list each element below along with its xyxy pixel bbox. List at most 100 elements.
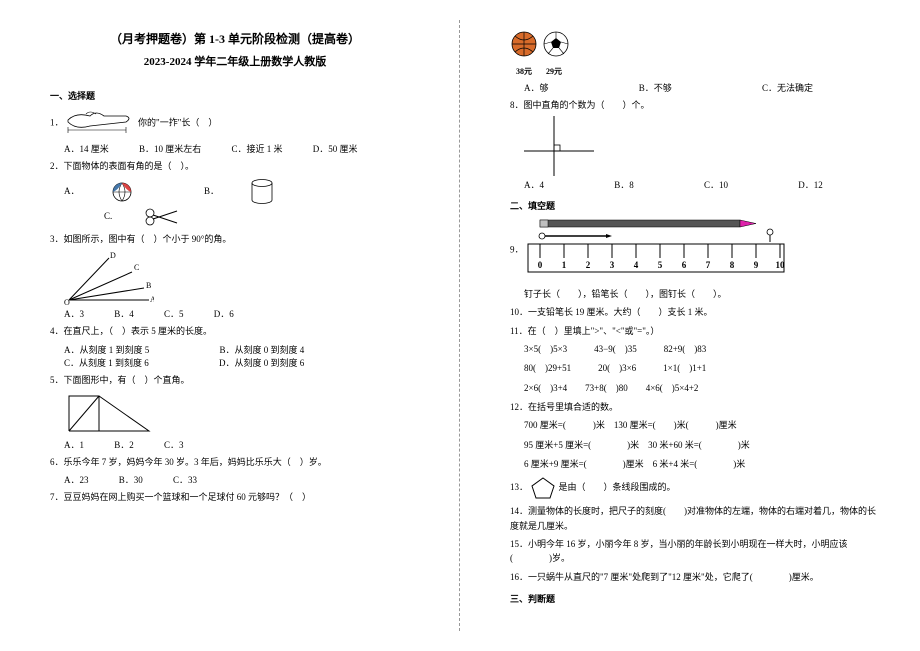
q3-options: A．3 B．4 C．5 D．6 — [64, 307, 420, 320]
q2-B: B． — [204, 178, 275, 206]
q2-options: A． B． C. — [64, 178, 420, 228]
q3-text: 3．如图所示，图中有（ ）个小于 90°的角。 — [50, 232, 420, 246]
q11-l2: 80( )29+51 20( )3×6 1×1( )1+1 — [524, 361, 880, 376]
q6-B: B．30 — [119, 473, 143, 486]
q5-options: A．1 B．2 C．3 — [64, 438, 420, 451]
q3-A: A．3 — [64, 307, 84, 320]
q7-B: B．不够 — [639, 81, 672, 94]
q4-C: C．从刻度 1 到刻度 6 — [64, 356, 149, 369]
q13-text: 是由（ ）条线段围成的。 — [559, 482, 676, 492]
q5-A: A．1 — [64, 438, 84, 451]
q1-A: A．14 厘米 — [64, 142, 109, 155]
q3-D: D．6 — [214, 307, 234, 320]
svg-text:10: 10 — [775, 260, 785, 270]
q2-text: 2．下面物体的表面有角的是（ ）。 — [50, 159, 420, 173]
q6-C: C．33 — [173, 473, 197, 486]
q6-A: A．23 — [64, 473, 89, 486]
q13: 13． 是由（ ）条线段围成的。 — [510, 476, 880, 500]
q1-B: B．10 厘米左右 — [139, 142, 201, 155]
title-line-2: 2023-2024 学年二年级上册数学人教版 — [50, 53, 420, 69]
svg-text:B: B — [146, 281, 151, 290]
page-left: （月考押题卷）第 1-3 单元阶段检测（提高卷） 2023-2024 学年二年级… — [0, 0, 460, 651]
pentagon-icon — [530, 476, 556, 500]
hand-span-icon — [66, 108, 136, 138]
q8-B: B．8 — [614, 178, 634, 191]
q14: 14．测量物体的长度时，把尺子的刻度( )对准物体的左端，物体的右端对着几，物体… — [510, 504, 880, 533]
q8-text: 8．图中直角的个数为（ ）个。 — [510, 98, 880, 112]
q9-num: 9． — [510, 245, 524, 255]
q7-price1: 38元 — [510, 66, 538, 77]
q8-options: A．4 B．8 C．10 D．12 — [524, 178, 880, 191]
cylinder-icon — [249, 178, 275, 206]
q5-B: B．2 — [114, 438, 134, 451]
q4-text: 4．在直尺上，（ ）表示 5 厘米的长度。 — [50, 324, 420, 338]
q5-figure — [64, 391, 420, 438]
svg-text:4: 4 — [634, 260, 639, 270]
q4-options-row1: A．从刻度 1 到刻度 5 B．从刻度 0 到刻度 4 — [64, 343, 420, 356]
q10: 10．一支铅笔长 19 厘米。大约（ ）支长 1 米。 — [510, 305, 880, 319]
svg-text:7: 7 — [706, 260, 711, 270]
q5-text: 5．下面图形中，有（ ）个直角。 — [50, 373, 420, 387]
q8-C: C．10 — [704, 178, 728, 191]
q7-price2: 29元 — [540, 66, 568, 77]
svg-text:9: 9 — [754, 260, 759, 270]
q4-D: D．从刻度 0 到刻度 6 — [219, 356, 304, 369]
q12-l1: 700 厘米=( )米 130 厘米=( )米( )厘米 — [524, 418, 880, 433]
q1: 1． 你的"一拃"长（ ） — [50, 108, 420, 138]
page-right: 38元 29元 A．够 B．不够 C．无法确定 8．图中直角的个数为（ ）个。 … — [460, 0, 920, 651]
ruler-figure: 0 1 2 3 4 5 6 7 8 9 10 — [526, 218, 786, 282]
svg-text:8: 8 — [730, 260, 735, 270]
q5-C: C．3 — [164, 438, 184, 451]
q8-figure — [524, 116, 880, 178]
svg-text:5: 5 — [658, 260, 663, 270]
section-judge: 三、判断题 — [510, 592, 880, 605]
q9-line: 钉子长（ ），铅笔长（ ），图钉长（ ）。 — [524, 287, 880, 301]
q8-D: D．12 — [798, 178, 823, 191]
q12-l3: 6 厘米+9 厘米=( )厘米 6 米+4 米=( )米 — [524, 457, 880, 472]
q1-D: D．50 厘米 — [313, 142, 358, 155]
q9: 9． — [510, 218, 880, 282]
q7-text: 7．豆豆妈妈在网上购买一个篮球和一个足球付 60 元够吗？（ ） — [50, 490, 420, 504]
q2-C: C. — [104, 206, 179, 228]
q2-A: A． — [64, 180, 134, 204]
q8-A: A．4 — [524, 178, 544, 191]
q7-C: C．无法确定 — [762, 81, 813, 94]
q11-l3: 2×6( )3+4 73+8( )80 4×6( )5×4+2 — [524, 381, 880, 396]
q1-C: C．接近 1 米 — [232, 142, 283, 155]
q6-options: A．23 B．30 C．33 — [64, 473, 420, 486]
q3-B: B．4 — [114, 307, 134, 320]
q11-text: 11．在（ ）里填上">"、"<"或"="。） — [510, 324, 880, 338]
svg-text:A: A — [150, 295, 154, 304]
svg-text:3: 3 — [610, 260, 615, 270]
q12-text: 12．在括号里填合适的数。 — [510, 400, 880, 414]
section-choice: 一、选择题 — [50, 89, 420, 102]
title-line-1: （月考押题卷）第 1-3 单元阶段检测（提高卷） — [50, 30, 420, 47]
q4-A: A．从刻度 1 到刻度 5 — [64, 343, 149, 356]
q7-options: A．够 B．不够 C．无法确定 — [524, 81, 880, 94]
q3-figure: O A B C D — [64, 250, 420, 307]
svg-text:6: 6 — [682, 260, 687, 270]
q16: 16．一只蜗牛从直尺的"7 厘米"处爬到了"12 厘米"处，它爬了( )厘米。 — [510, 570, 880, 584]
section-fill: 二、填空题 — [510, 199, 880, 212]
page-divider — [459, 20, 460, 631]
q11-l1: 3×5( )5×3 43−9( )35 82+9( )83 — [524, 342, 880, 357]
beachball-icon — [110, 180, 134, 204]
q1-options: A．14 厘米 B．10 厘米左右 C．接近 1 米 D．50 厘米 — [64, 142, 420, 155]
q7-A: A．够 — [524, 81, 549, 94]
q3-C: C．5 — [164, 307, 184, 320]
q13-num: 13． — [510, 482, 528, 492]
q12-l2: 95 厘米+5 厘米=( )米 30 米+60 米=( )米 — [524, 438, 880, 453]
q6-text: 6．乐乐今年 7 岁，妈妈今年 30 岁。3 年后，妈妈比乐乐大（ ）岁。 — [50, 455, 420, 469]
q7-figure: 38元 29元 — [510, 30, 880, 77]
svg-text:2: 2 — [586, 260, 591, 270]
q4-options-row2: C．从刻度 1 到刻度 6 D．从刻度 0 到刻度 6 — [64, 356, 420, 369]
q1-text: 你的"一拃"长（ ） — [138, 117, 217, 127]
scissors-icon — [143, 206, 179, 228]
svg-text:0: 0 — [538, 260, 543, 270]
q15: 15．小明今年 16 岁，小丽今年 8 岁，当小丽的年龄长到小明现在一样大时，小… — [510, 537, 880, 566]
svg-text:D: D — [110, 251, 116, 260]
q4-B: B．从刻度 0 到刻度 4 — [220, 343, 305, 356]
svg-text:C: C — [134, 263, 139, 272]
svg-text:1: 1 — [562, 260, 567, 270]
svg-text:O: O — [64, 298, 70, 305]
